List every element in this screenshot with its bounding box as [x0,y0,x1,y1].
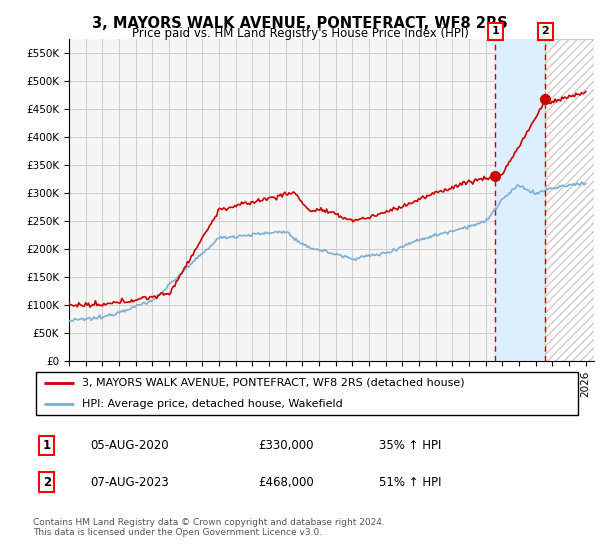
Text: £330,000: £330,000 [258,439,314,452]
Text: 3, MAYORS WALK AVENUE, PONTEFRACT, WF8 2RS: 3, MAYORS WALK AVENUE, PONTEFRACT, WF8 2… [92,16,508,31]
FancyBboxPatch shape [36,372,578,415]
Text: 2: 2 [43,475,51,488]
Text: 05-AUG-2020: 05-AUG-2020 [91,439,169,452]
Text: 1: 1 [491,26,499,36]
Text: 3, MAYORS WALK AVENUE, PONTEFRACT, WF8 2RS (detached house): 3, MAYORS WALK AVENUE, PONTEFRACT, WF8 2… [82,378,465,388]
Text: 2: 2 [541,26,549,36]
Text: 07-AUG-2023: 07-AUG-2023 [91,475,169,488]
Bar [545,39,594,361]
Text: 1: 1 [43,439,51,452]
Text: HPI: Average price, detached house, Wakefield: HPI: Average price, detached house, Wake… [82,399,343,409]
Text: 35% ↑ HPI: 35% ↑ HPI [379,439,441,452]
Text: £468,000: £468,000 [258,475,314,488]
Text: Contains HM Land Registry data © Crown copyright and database right 2024.
This d: Contains HM Land Registry data © Crown c… [33,518,385,538]
Text: Price paid vs. HM Land Registry's House Price Index (HPI): Price paid vs. HM Land Registry's House … [131,27,469,40]
Bar [545,39,594,361]
Bar [496,39,545,361]
Text: 51% ↑ HPI: 51% ↑ HPI [379,475,442,488]
